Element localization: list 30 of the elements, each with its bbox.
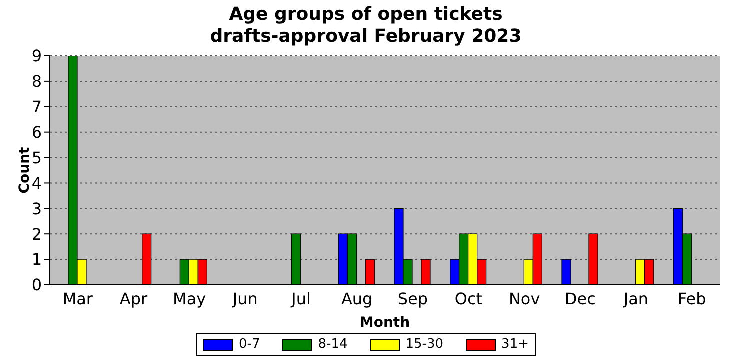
x-tick-label: Oct <box>454 289 483 308</box>
legend-label: 31+ <box>502 337 529 352</box>
x-axis-title: Month <box>360 315 410 331</box>
x-tick-label: Apr <box>120 289 148 308</box>
y-tick-label: 4 <box>32 174 42 193</box>
x-tick-label: Feb <box>678 289 706 308</box>
x-tick-label: Mar <box>62 289 94 308</box>
y-axis-title: Count <box>16 146 33 194</box>
x-tick-label: Nov <box>508 289 540 308</box>
legend-label: 0-7 <box>239 337 260 352</box>
chart-title: Age groups of open tickets <box>228 4 504 26</box>
legend-label: 8-14 <box>318 337 348 352</box>
x-tick-label: Jun <box>232 289 258 308</box>
x-tick-label: May <box>173 289 206 308</box>
y-tick-label: 9 <box>32 46 42 66</box>
x-tick-label: Aug <box>341 289 373 308</box>
y-tick-label: 5 <box>32 148 42 168</box>
x-tick-label: Dec <box>564 289 596 308</box>
y-tick-label: 1 <box>32 250 42 270</box>
y-tick-label: 0 <box>32 276 42 295</box>
y-tick-label: 6 <box>32 123 42 142</box>
x-tick-label: Sep <box>398 289 428 308</box>
legend-label: 15-30 <box>406 337 444 352</box>
y-tick-label: 8 <box>32 72 42 92</box>
y-tick-label: 3 <box>32 199 42 218</box>
x-tick-label: Jul <box>290 289 311 308</box>
y-tick-label: 2 <box>32 224 42 244</box>
x-tick-label: Jan <box>622 289 649 308</box>
chart-subtitle: drafts-approval February 2023 <box>209 26 523 48</box>
y-tick-label: 7 <box>32 98 42 117</box>
